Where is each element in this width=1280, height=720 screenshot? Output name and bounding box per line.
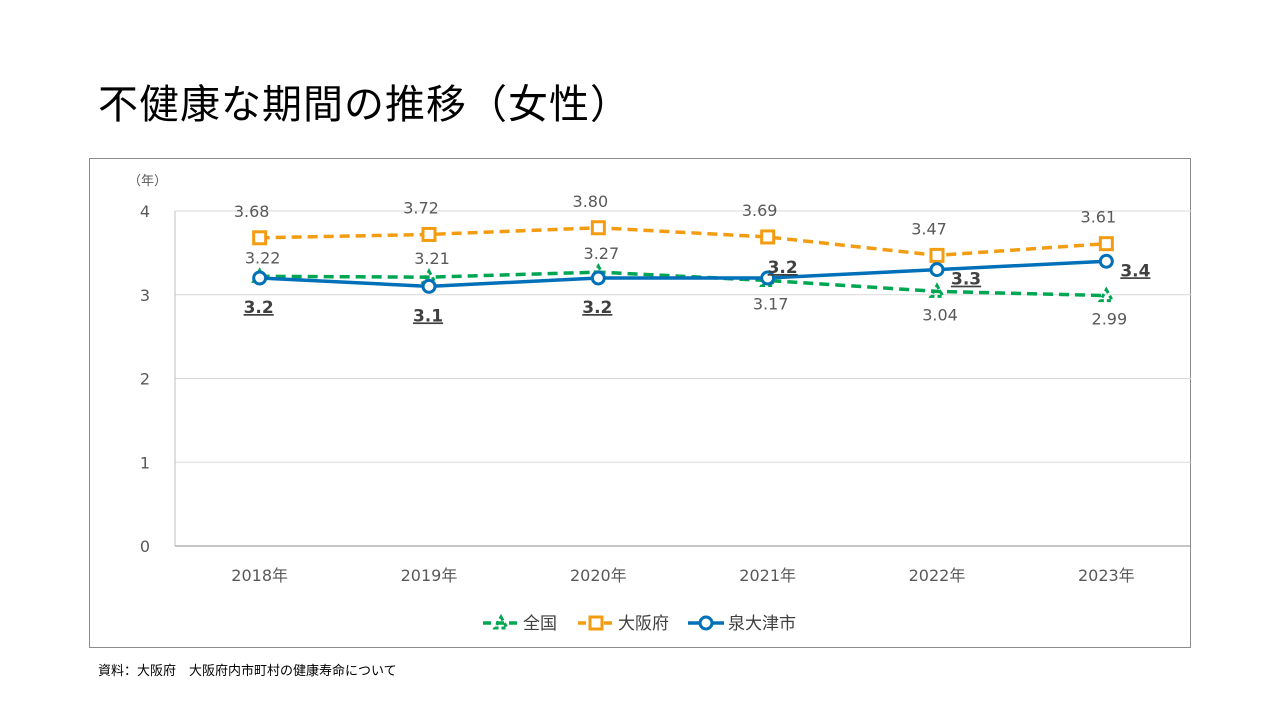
data-label-izumiotsu: 3.3: [951, 270, 981, 290]
data-label-osaka: 3.80: [573, 192, 609, 211]
x-tick-label: 2023年: [1078, 566, 1135, 585]
chart-frame: [89, 158, 1191, 648]
y-tick-label: 2: [140, 370, 150, 389]
data-point-circle: [590, 270, 606, 286]
x-tick-label: 2018年: [231, 566, 288, 585]
data-label-izumiotsu: 3.2: [768, 258, 798, 278]
y-tick-label: 0: [140, 537, 150, 556]
source-note: 資料：大阪府 大阪府内市町村の健康寿命について: [98, 664, 397, 679]
data-labels: 3.68 3.72 3.80 3.69 3.47 3.61 3.22 3.21 3.27 3.17…: [234, 192, 1151, 329]
page-title: 不健康な期間の推移（女性）: [98, 82, 631, 128]
data-label-national: 3.17: [753, 295, 789, 314]
x-tick-label: 2022年: [909, 566, 966, 585]
legend: 全国 大阪府 泉大津市: [483, 613, 796, 634]
data-label-national: 3.21: [414, 249, 450, 268]
data-point-square: [590, 220, 606, 236]
data-label-osaka: 3.69: [742, 201, 778, 220]
data-label-izumiotsu: 3.1: [413, 306, 443, 326]
x-tick-label: 2021年: [739, 566, 796, 585]
data-label-national: 3.04: [922, 305, 958, 324]
data-label-osaka: 3.61: [1081, 208, 1117, 227]
y-tick-label: 1: [140, 453, 150, 472]
data-label-national: 3.27: [584, 244, 620, 263]
data-point-square: [929, 247, 945, 263]
data-point-circle: [252, 270, 268, 286]
x-tick-label: 2019年: [401, 566, 458, 585]
data-point-square: [588, 615, 604, 631]
axes: 0 1 2 3 4 （年） 2018年 2019年 2020年 2021年 2022年 2023年: [128, 174, 1191, 585]
legend-label: 大阪府: [618, 614, 669, 634]
data-label-izumiotsu: 3.2: [582, 298, 612, 318]
data-point-triangle: [492, 613, 510, 630]
y-unit-label: （年）: [128, 174, 167, 189]
data-point-circle: [760, 270, 776, 286]
data-point-square: [421, 226, 437, 242]
data-point-square: [760, 229, 776, 245]
y-tick-label: 4: [140, 202, 150, 221]
data-label-national: 3.22: [245, 248, 281, 267]
data-point-triangle: [420, 268, 438, 284]
data-point-square: [252, 230, 268, 246]
y-tick-label: 3: [140, 286, 150, 305]
data-point-circle: [698, 615, 714, 631]
series-layer: [251, 220, 1115, 303]
data-point-square: [1098, 236, 1114, 252]
data-point-triangle: [928, 282, 946, 298]
data-point-circle: [1098, 253, 1114, 269]
data-label-osaka: 3.47: [911, 219, 947, 238]
series-line-泉大津市: [259, 259, 1107, 289]
data-label-osaka: 3.68: [234, 202, 270, 221]
data-point-circle: [421, 278, 437, 294]
data-point-triangle: [1097, 286, 1115, 303]
legend-label: 泉大津市: [728, 614, 796, 634]
gridlines: [175, 210, 1191, 463]
legend-label: 全国: [523, 614, 557, 634]
data-label-izumiotsu: 3.2: [244, 298, 274, 318]
data-point-circle: [929, 262, 945, 278]
x-tick-label: 2020年: [570, 566, 627, 585]
series-line-大阪府: [259, 226, 1107, 258]
data-label-national: 2.99: [1092, 310, 1128, 329]
data-label-izumiotsu: 3.4: [1120, 261, 1150, 281]
data-label-osaka: 3.72: [403, 198, 439, 217]
